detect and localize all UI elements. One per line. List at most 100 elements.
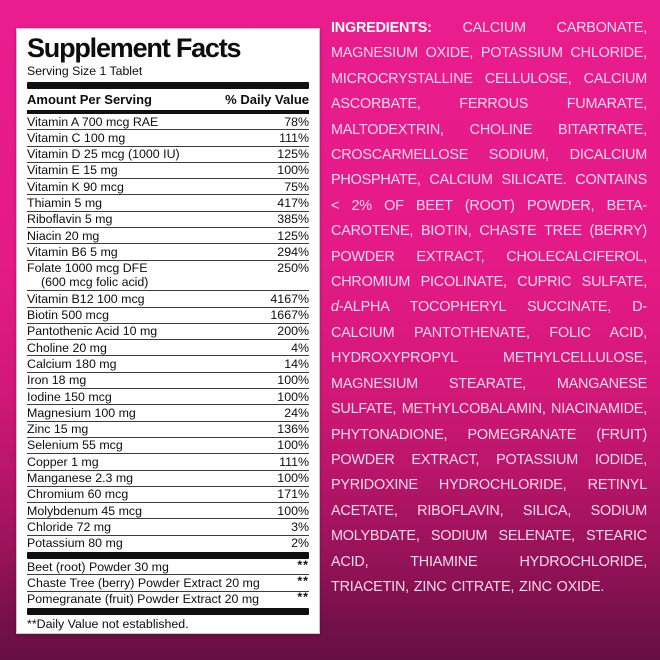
nutrient-label: Selenium 55 mcg — [27, 438, 123, 453]
supplement-facts-title: Supplement Facts — [27, 33, 242, 63]
nutrient-daily-value: 100% — [277, 503, 309, 518]
table-row: Molybdenum 45 mcg 100% — [27, 502, 309, 518]
nutrient-label: Iron 18 mg — [27, 373, 87, 388]
supplement-facts-panel: Supplement Facts Serving Size 1 Tablet A… — [16, 28, 320, 634]
nutrient-label: Folate 1000 mcg DFE (600 mcg folic acid) — [27, 261, 149, 290]
table-row: Potassium 80 mg 2% — [27, 534, 309, 551]
nutrient-daily-value: 111% — [279, 454, 309, 469]
ingredients-text: d — [331, 299, 339, 316]
nutrient-label: Choline 20 mg — [27, 340, 107, 355]
nutrient-label: Zinc 15 mg — [27, 422, 89, 437]
nutrient-daily-value: 200% — [277, 324, 309, 339]
nutrient-label: Beet (root) Powder 30 mg — [27, 559, 169, 574]
ingredients-text: CALCIUM CARBONATE, MAGNESIUM OXIDE, POTA… — [331, 20, 647, 291]
divider-thick-botanicals — [27, 552, 309, 560]
nutrient-daily-value: 136% — [277, 422, 309, 437]
table-row: Calcium 180 mg 14% — [27, 355, 309, 371]
divider-mid-header — [27, 110, 309, 114]
nutrient-label: Vitamin K 90 mcg — [27, 179, 124, 194]
nutrient-daily-value: 4% — [291, 340, 309, 355]
table-row: Pantothenic Acid 10 mg 200% — [27, 322, 309, 339]
table-row: Manganese 2.3 mg 100% — [27, 469, 309, 486]
nutrient-daily-value: 250% — [277, 261, 309, 276]
nutrient-label: Iodine 150 mcg — [27, 389, 112, 404]
nutrient-label: Copper 1 mg — [27, 454, 99, 469]
nutrient-label-line2: (600 mcg folic acid) — [41, 275, 149, 290]
table-row: Vitamin K 90 mcg 75% — [27, 178, 309, 194]
table-row: Iron 18 mg 100% — [27, 371, 309, 388]
nutrient-label: Riboflavin 5 mg — [27, 212, 113, 227]
table-row: Vitamin E 15 mg 100% — [27, 161, 309, 178]
table-row: Vitamin B12 100 mcg 4167% — [27, 290, 309, 306]
nutrient-label: Thiamin 5 mg — [27, 195, 103, 210]
table-row: Folate 1000 mcg DFE (600 mcg folic acid) 2… — [27, 259, 309, 291]
table-row: Vitamin A 700 mcg RAE 78% — [27, 114, 309, 129]
nutrient-daily-value: 385% — [277, 212, 309, 227]
nutrient-daily-value: 100% — [277, 389, 309, 404]
nutrient-label: Pantothenic Acid 10 mg — [27, 324, 158, 339]
nutrient-label: Manganese 2.3 mg — [27, 471, 134, 486]
table-row: Copper 1 mg 111% — [27, 453, 309, 469]
facts-header-row: Amount Per Serving % Daily Value — [27, 89, 309, 109]
daily-value-footnote: **Daily Value not established. — [27, 616, 189, 631]
nutrient-daily-value: 111% — [279, 130, 309, 145]
table-row: Chloride 72 mg 3% — [27, 518, 309, 534]
nutrient-label: Molybdenum 45 mcg — [27, 503, 143, 518]
nutrient-daily-value: 125% — [277, 147, 309, 162]
table-row: Selenium 55 mcg 100% — [27, 436, 309, 453]
table-row: Riboflavin 5 mg 385% — [27, 210, 309, 227]
nutrient-daily-value: 294% — [277, 244, 309, 259]
ingredients-heading: INGREDIENTS: — [331, 20, 432, 36]
table-row: Niacin 20 mg 125% — [27, 227, 309, 243]
divider-thick-top — [27, 82, 309, 89]
ingredients-paragraph: INGREDIENTS: CALCIUM CARBONATE, MAGNESIU… — [331, 16, 647, 600]
table-row: Vitamin C 100 mg 111% — [27, 129, 309, 145]
ingredients-text: -ALPHA TOCOPHERYL SUCCINATE, D-CALCIUM P… — [331, 299, 647, 595]
table-row: Chromium 60 mcg 171% — [27, 485, 309, 502]
nutrient-daily-value: 14% — [284, 356, 309, 371]
nutrient-daily-value: ** — [297, 573, 309, 588]
nutrient-daily-value: 171% — [277, 487, 309, 502]
serving-size-text: Serving Size 1 Tablet — [27, 64, 143, 78]
amount-per-serving-label: Amount Per Serving — [27, 92, 152, 107]
nutrient-label: Magnesium 100 mg — [27, 405, 136, 420]
nutrient-label: Pomegranate (fruit) Powder Extract 20 mg — [27, 592, 260, 607]
table-row: Chaste Tree (berry) Powder Extract 20 mg… — [27, 574, 309, 590]
table-row: Biotin 500 mcg 1667% — [27, 306, 309, 323]
nutrient-label: Vitamin B12 100 mcg — [27, 291, 145, 306]
table-row: Thiamin 5 mg 417% — [27, 194, 309, 210]
nutrient-daily-value: 125% — [277, 228, 309, 243]
nutrient-label: Vitamin A 700 mcg RAE — [27, 114, 159, 129]
nutrient-label: Chromium 60 mcg — [27, 487, 129, 502]
nutrient-label: Vitamin E 15 mg — [27, 163, 118, 178]
supplement-rows: Vitamin A 700 mcg RAE 78% Vitamin C 100 mg… — [27, 114, 309, 551]
nutrient-daily-value: 4167% — [270, 291, 309, 306]
nutrient-label: Vitamin D 25 mcg (1000 IU) — [27, 147, 180, 162]
nutrient-daily-value: 100% — [277, 373, 309, 388]
nutrient-daily-value: 100% — [277, 163, 309, 178]
nutrient-daily-value: 100% — [277, 438, 309, 453]
nutrient-label: Calcium 180 mg — [27, 356, 117, 371]
nutrient-daily-value: ** — [297, 590, 309, 605]
nutrient-daily-value: 78% — [284, 114, 309, 129]
nutrient-label: Chaste Tree (berry) Powder Extract 20 mg — [27, 575, 260, 590]
table-row: Beet (root) Powder 30 mg ** — [27, 557, 309, 574]
botanical-rows: Beet (root) Powder 30 mg ** Chaste Tree (b… — [27, 557, 309, 607]
nutrient-daily-value: 24% — [284, 405, 309, 420]
nutrient-daily-value: 3% — [291, 519, 309, 534]
nutrient-label: Potassium 80 mg — [27, 536, 123, 551]
table-row: Magnesium 100 mg 24% — [27, 404, 309, 420]
table-row: Vitamin D 25 mcg (1000 IU) 125% — [27, 145, 309, 162]
table-row: Vitamin B6 5 mg 294% — [27, 243, 309, 259]
nutrient-label: Niacin 20 mg — [27, 228, 100, 243]
daily-value-label: % Daily Value — [225, 92, 309, 107]
table-row: Choline 20 mg 4% — [27, 339, 309, 355]
nutrient-daily-value: 100% — [277, 471, 309, 486]
nutrient-daily-value: 2% — [291, 536, 309, 551]
table-row: Iodine 150 mcg 100% — [27, 388, 309, 404]
nutrient-label: Biotin 500 mcg — [27, 308, 109, 323]
nutrient-daily-value: 1667% — [270, 308, 309, 323]
table-row: Pomegranate (fruit) Powder Extract 20 mg… — [27, 590, 309, 607]
nutrient-daily-value: 75% — [284, 179, 309, 194]
nutrient-daily-value: ** — [297, 557, 309, 572]
